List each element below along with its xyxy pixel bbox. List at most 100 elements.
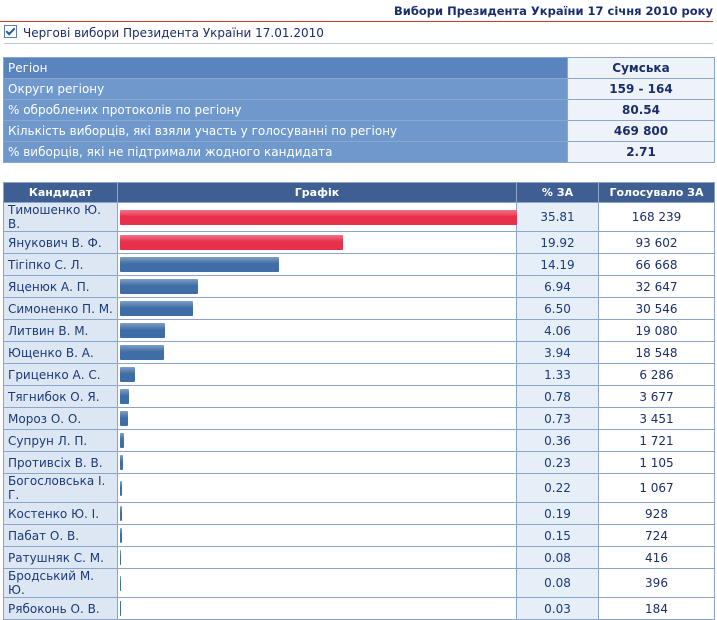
percent: 19.92 xyxy=(517,232,598,253)
votes: 416 xyxy=(599,547,714,568)
percent: 35.81 xyxy=(517,203,598,231)
column-header: Кандидат xyxy=(4,183,117,202)
candidate-name: Противсіх В. В. xyxy=(4,452,117,473)
summary-label: Кількість виборців, які взяли участь у г… xyxy=(4,121,567,141)
bar-cell xyxy=(118,503,516,524)
bar-cell xyxy=(118,276,516,297)
bar xyxy=(120,576,121,591)
percent: 0.08 xyxy=(517,569,598,597)
bar xyxy=(120,235,343,250)
votes: 6 286 xyxy=(599,364,714,385)
candidate-name: Янукович В. Ф. xyxy=(4,232,117,253)
percent: 14.19 xyxy=(517,254,598,275)
summary-row: % виборців, які не підтримали жодного ка… xyxy=(4,142,714,162)
candidate-name: Пабат О. В. xyxy=(4,525,117,546)
column-header: Голосувало ЗА xyxy=(599,183,714,202)
votes: 3 451 xyxy=(599,408,714,429)
bar xyxy=(120,257,279,272)
bar-cell xyxy=(118,254,516,275)
votes: 724 xyxy=(599,525,714,546)
bar xyxy=(120,345,164,360)
bar xyxy=(120,279,198,294)
percent: 1.33 xyxy=(517,364,598,385)
bar-cell xyxy=(118,525,516,546)
bar-cell xyxy=(118,569,516,597)
summary-value: 80.54 xyxy=(568,100,714,120)
votes: 30 546 xyxy=(599,298,714,319)
candidate-name: Литвин В. М. xyxy=(4,320,117,341)
summary-label: % виборців, які не підтримали жодного ка… xyxy=(4,142,567,162)
votes: 32 647 xyxy=(599,276,714,297)
bar-cell xyxy=(118,232,516,253)
percent: 0.73 xyxy=(517,408,598,429)
election-checkbox[interactable]: Чергові вибори Президента України 17.01.… xyxy=(4,23,713,44)
summary-value: 2.71 xyxy=(568,142,714,162)
percent: 0.08 xyxy=(517,547,598,568)
bar xyxy=(120,389,129,404)
percent: 0.22 xyxy=(517,474,598,502)
percent: 0.19 xyxy=(517,503,598,524)
summary-label: % оброблених протоколів по регіону xyxy=(4,100,567,120)
candidate-name: Костенко Ю. І. xyxy=(4,503,117,524)
bar-cell xyxy=(118,203,516,231)
percent: 0.23 xyxy=(517,452,598,473)
candidate-name: Супрун Л. П. xyxy=(4,430,117,451)
percent: 0.15 xyxy=(517,525,598,546)
summary-value: Сумська xyxy=(568,58,714,78)
candidate-name: Тягнибок О. Я. xyxy=(4,386,117,407)
bar xyxy=(120,411,128,426)
bar xyxy=(120,506,122,521)
bar xyxy=(120,323,165,338)
bar-cell xyxy=(118,547,516,568)
bar-cell xyxy=(118,342,516,363)
bar-cell xyxy=(118,474,516,502)
percent: 0.36 xyxy=(517,430,598,451)
votes: 1 105 xyxy=(599,452,714,473)
bar-cell xyxy=(118,452,516,473)
candidate-name: Рябоконь О. В. xyxy=(4,598,117,619)
bar xyxy=(120,433,124,448)
candidate-name: Богословська І. Г. xyxy=(4,474,117,502)
candidate-name: Тимошенко Ю. В. xyxy=(4,203,117,231)
votes: 928 xyxy=(599,503,714,524)
votes: 396 xyxy=(599,569,714,597)
summary-row: Кількість виборців, які взяли участь у г… xyxy=(4,121,714,141)
column-header: Графік xyxy=(118,183,516,202)
bar xyxy=(120,301,193,316)
bar-cell xyxy=(118,430,516,451)
percent: 6.50 xyxy=(517,298,598,319)
bar xyxy=(120,367,135,382)
bar-cell xyxy=(118,298,516,319)
bar-cell xyxy=(118,320,516,341)
bar xyxy=(120,481,122,496)
checkbox[interactable] xyxy=(4,25,17,38)
candidate-name: Мороз О. О. xyxy=(4,408,117,429)
summary-value: 159 - 164 xyxy=(568,79,714,99)
bar-cell xyxy=(118,364,516,385)
candidate-name: Симоненко П. М. xyxy=(4,298,117,319)
candidate-name: Ратушняк С. М. xyxy=(4,547,117,568)
candidate-name: Гриценко А. С. xyxy=(4,364,117,385)
votes: 184 xyxy=(599,598,714,619)
votes: 18 548 xyxy=(599,342,714,363)
candidate-name: Яценюк А. П. xyxy=(4,276,117,297)
bar-cell xyxy=(118,386,516,407)
percent: 3.94 xyxy=(517,342,598,363)
votes: 93 602 xyxy=(599,232,714,253)
page: Вибори Президента України 17 січня 2010 … xyxy=(0,0,717,601)
